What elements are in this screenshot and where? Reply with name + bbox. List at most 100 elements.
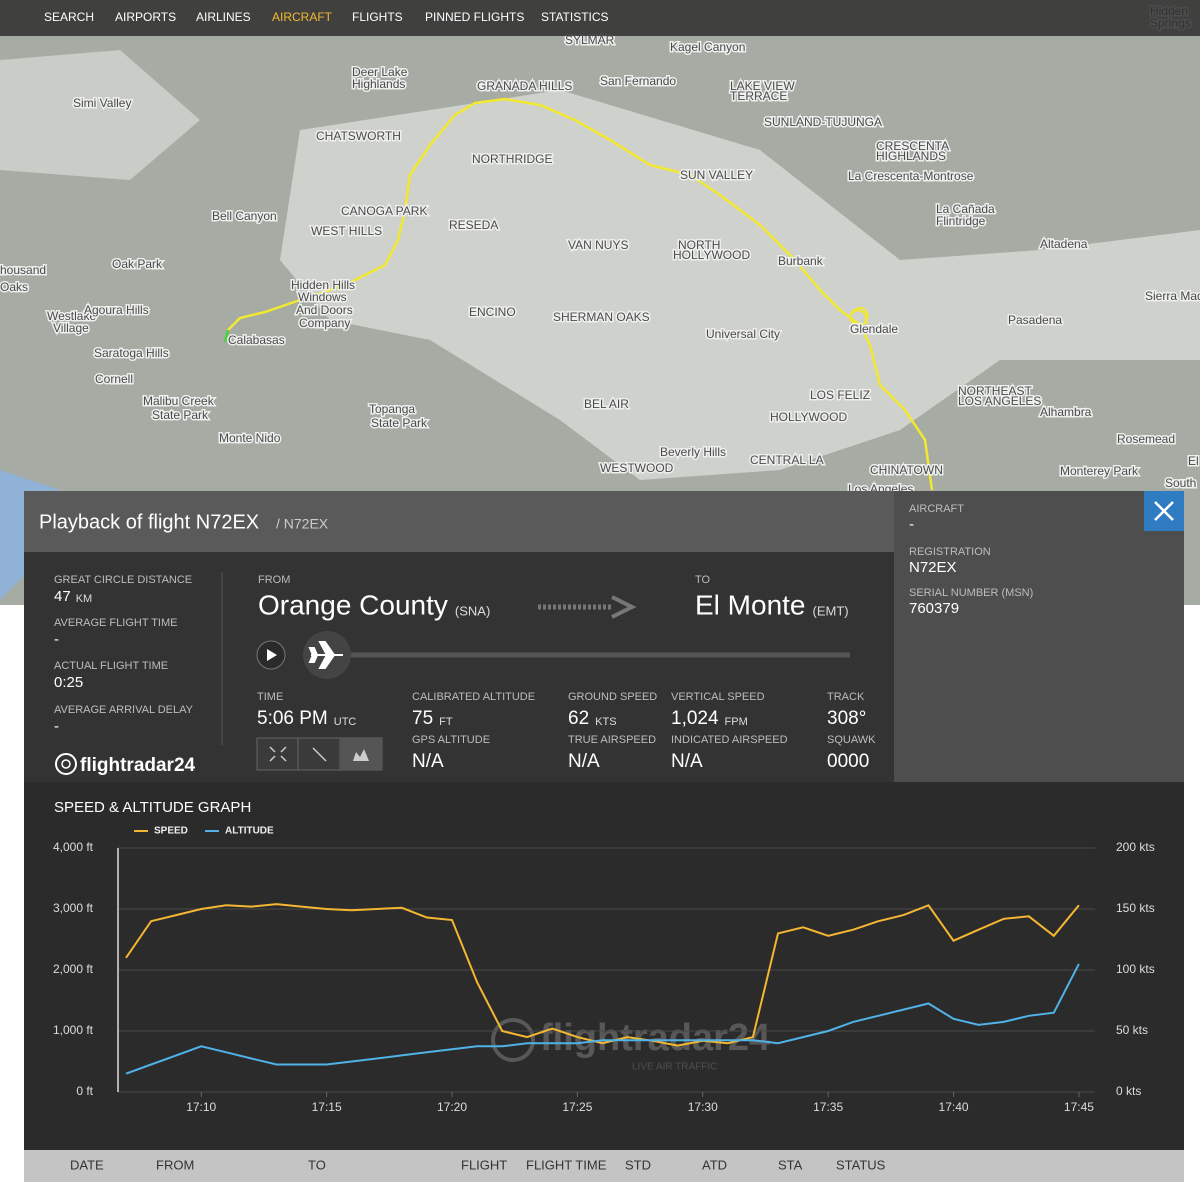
panel-title: Playback of flight N72EX	[39, 511, 259, 533]
map-label: Highlands	[352, 77, 405, 91]
y2-tick-label: 200 kts	[1116, 840, 1155, 854]
map-label: State Park	[371, 416, 428, 430]
map-label: housand	[0, 263, 46, 277]
nav-item[interactable]: AIRCRAFT	[272, 10, 333, 24]
flight-path	[223, 97, 934, 491]
map-label: Burbank	[778, 254, 824, 268]
route-arrow	[538, 595, 637, 619]
field-label: TRACK	[827, 691, 865, 703]
stat-value: 0:25	[54, 674, 83, 691]
table-header-cell: STD	[625, 1157, 651, 1172]
panel-subtitle: / N72EX	[276, 516, 329, 532]
map-label: Altadena	[1040, 237, 1088, 251]
map-label: Westlake	[47, 309, 96, 323]
field-value: N/A	[671, 751, 703, 772]
map-label: Windows	[298, 290, 347, 304]
stat-value: 47	[54, 588, 71, 605]
map-label: TERRACE	[730, 89, 787, 103]
y2-tick-label: 150 kts	[1116, 901, 1155, 915]
map-label: ENCINO	[469, 305, 516, 319]
urban-area	[280, 90, 1200, 480]
x-tick-label: 17:20	[437, 1100, 467, 1114]
x-tick-label: 17:25	[562, 1100, 592, 1114]
nav-item[interactable]: SEARCH	[44, 10, 94, 24]
field-label: GPS ALTITUDE	[412, 734, 490, 746]
map-label: Cornell	[95, 372, 133, 386]
map-label: Pasadena	[1008, 313, 1062, 327]
map-label: HOLLYWOOD	[770, 410, 847, 424]
field-unit: FPM	[725, 716, 748, 728]
map-label: Rosemead	[1117, 432, 1175, 446]
map-label: CANOGA PARK	[341, 204, 427, 218]
map-label: Saratoga Hills	[94, 346, 169, 360]
field-value: N/A	[412, 751, 444, 772]
x-tick-label: 17:30	[688, 1100, 718, 1114]
map-label: CHINATOWN	[870, 463, 943, 477]
table-header-cell: STA	[778, 1157, 803, 1172]
table-header-cell: TO	[308, 1157, 326, 1172]
chart-area	[24, 782, 1184, 1150]
map-label: HOLLYWOOD	[673, 248, 750, 262]
legend-label[interactable]: ALTITUDE	[225, 826, 274, 837]
from-airport: Orange County	[258, 589, 448, 620]
y-tick-label: 3,000 ft	[53, 901, 94, 915]
nav-bar	[0, 0, 1200, 36]
map-label: SUN VALLEY	[680, 168, 753, 182]
from-label: FROM	[258, 574, 290, 586]
map-label: CRESCENTA	[876, 139, 949, 153]
brand-logo	[55, 753, 77, 775]
field-value: 308°	[827, 708, 866, 729]
map-label: La Cañada	[936, 202, 995, 216]
graph-icon	[353, 749, 369, 761]
nav-item[interactable]: FLIGHTS	[352, 10, 403, 24]
map-label: CENTRAL LA	[750, 453, 824, 467]
nav-item[interactable]: AIRLINES	[196, 10, 251, 24]
map-label: Kagel Canyon	[670, 40, 745, 54]
to-airport: El Monte	[695, 589, 806, 620]
map-label: Alhambra	[1040, 405, 1092, 419]
nav: SEARCH AIRPORTS AIRLINES AIRCRAFT FLIGHTS PIN…	[44, 10, 609, 24]
map-label: El	[1188, 454, 1199, 468]
map-label: South	[1165, 476, 1196, 490]
y-tick-label: 4,000 ft	[53, 840, 94, 854]
map-label: WESTWOOD	[600, 461, 674, 475]
field-value: 75	[412, 708, 433, 729]
field-label: TIME	[257, 691, 283, 703]
legend-label[interactable]: SPEED	[154, 826, 188, 837]
watermark-sub: LIVE AIR TRAFFIC	[632, 1062, 717, 1073]
x-tick-label: 17:40	[939, 1100, 969, 1114]
map-label: And Doors	[296, 303, 353, 317]
nav-item[interactable]: PINNED FLIGHTS	[425, 10, 524, 24]
y-tick-label: 2,000 ft	[53, 962, 94, 976]
panel-body	[24, 552, 894, 782]
field-value: 62	[568, 708, 589, 729]
x-tick-label: 17:45	[1064, 1100, 1094, 1114]
field-label: SQUAWK	[827, 734, 876, 746]
field-unit: KTS	[595, 716, 616, 728]
map-label: Flintridge	[936, 214, 986, 228]
watermark-logo	[491, 1018, 535, 1062]
field-value: N/A	[568, 751, 600, 772]
map-label: GRANADA HILLS	[477, 79, 572, 93]
map-label: VAN NUYS	[568, 238, 628, 252]
map-label: Universal City	[706, 327, 780, 341]
map-label: LOS FELIZ	[810, 388, 870, 402]
stat-unit: KM	[76, 593, 93, 605]
aircraft-panel	[894, 491, 1184, 782]
map-label: Beverly Hills	[660, 445, 726, 459]
stat-value: -	[54, 631, 59, 648]
route-button[interactable]	[312, 747, 327, 762]
map-label: Hidden Hills	[291, 278, 355, 292]
chart-title: SPEED & ALTITUDE GRAPH	[54, 799, 251, 816]
nav-item[interactable]: AIRPORTS	[115, 10, 176, 24]
map-label: NORTH	[678, 238, 720, 252]
stat-label: GREAT CIRCLE DISTANCE	[54, 574, 192, 586]
panel-header	[24, 491, 894, 552]
map-label: CHATSWORTH	[316, 129, 401, 143]
field-value: 1,024	[671, 708, 719, 729]
table-header-cell: DATE	[70, 1157, 104, 1172]
map-label: Sierra Mad	[1145, 289, 1200, 303]
nav-item[interactable]: STATISTICS	[541, 10, 609, 24]
urban-area	[0, 50, 200, 180]
fit-button[interactable]	[269, 746, 287, 762]
